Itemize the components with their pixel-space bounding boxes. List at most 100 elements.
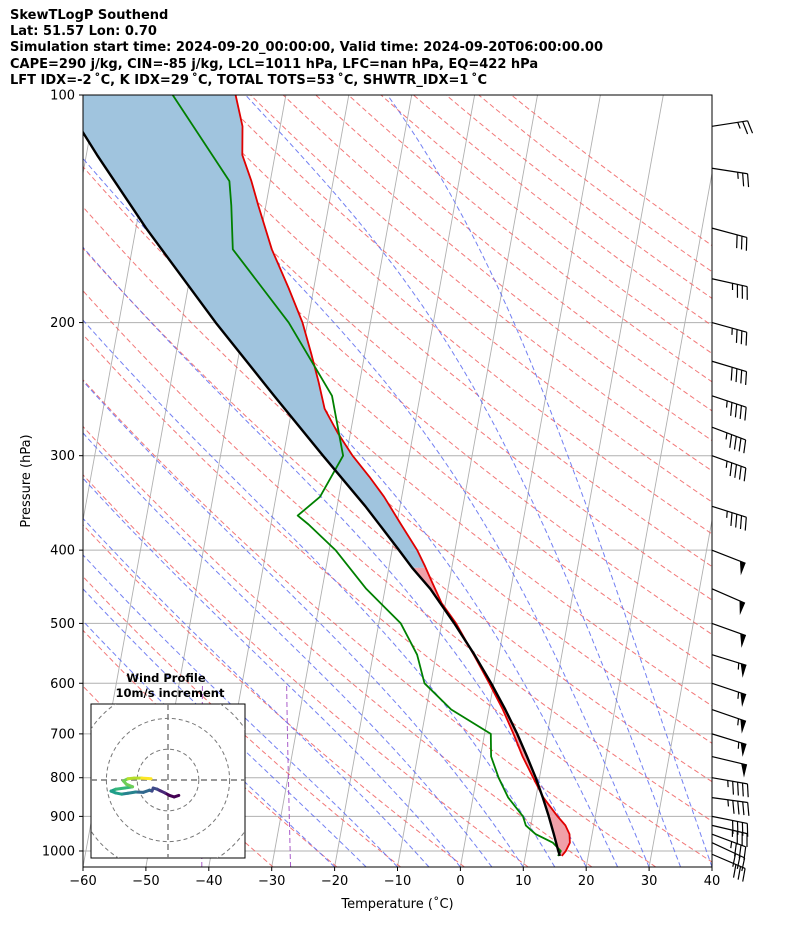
x-tick-label: 30 [641,874,658,889]
x-tick-label: −20 [321,874,348,889]
wind-barb [711,755,748,778]
temperature-line [234,95,571,857]
y-tick-label: 500 [50,617,75,632]
wind-barb [711,815,749,837]
moist-adiabat [83,477,461,867]
y-tick-label: 700 [50,727,75,742]
wind-barb [711,395,747,421]
y-tick-label: 800 [50,771,75,786]
moist-adiabat [83,319,556,867]
isotherm [397,95,538,867]
dry-adiabat [83,290,712,822]
dry-adiabat [348,95,712,383]
chart-header: SkewTLogP Southend Lat: 51.57 Lon: 0.70 … [10,8,603,89]
moist-adiabat [83,432,493,867]
hodograph-title: Wind Profile [126,671,206,685]
wind-barb [711,278,748,300]
dry-adiabat [217,95,712,503]
parcel-line [83,130,562,857]
dry-adiabat [83,247,712,783]
x-tick-label: 20 [578,874,595,889]
x-axis-label: Temperature (˚C) [340,896,453,912]
dry-adiabat [83,333,712,863]
x-tick-label: −60 [69,874,96,889]
y-tick-label: 200 [50,316,75,331]
hodograph-subtitle: 10m/s increment [116,686,225,700]
dry-adiabat [185,95,712,535]
x-tick-label: −40 [195,874,222,889]
isotherm [83,95,161,523]
isotherm [585,170,712,867]
y-tick-label: 900 [50,810,75,825]
wind-barb [711,505,747,531]
isotherm [271,95,413,867]
x-tick-label: −10 [384,874,411,889]
dry-adiabat [445,95,712,299]
dry-adiabat [478,95,712,273]
moist-adiabat [83,554,398,867]
dry-adiabat [83,524,465,867]
moist-adiabat [245,95,681,867]
dry-adiabat [510,95,712,247]
wind-barb [711,167,750,188]
chart-title: SkewTLogP Southend [10,8,169,23]
y-axis-label: Pressure (hPa) [19,434,34,527]
time-line: Simulation start time: 2024-09-20_00:00:… [10,40,603,56]
location-line: Lat: 51.57 Lon: 0.70 [10,24,157,40]
wind-barb [711,622,747,648]
wind-barb [711,853,746,882]
x-tick-label: 0 [456,874,464,889]
cin-area [412,567,570,856]
dry-adiabat [380,95,712,355]
hodograph-segment [114,786,127,791]
dry-adiabat [83,379,657,867]
wind-barb [711,682,747,707]
dry-adiabat [250,95,712,472]
wind-barb [711,797,750,816]
wind-barb [711,588,746,616]
isotherm [334,95,476,867]
dry-adiabat [315,95,712,412]
isotherm [459,95,601,867]
wind-barb [711,360,748,385]
wind-barb [711,708,747,734]
y-tick-label: 1000 [42,844,75,859]
dry-adiabat [413,95,712,327]
wind-barb [711,455,747,482]
isotherm [648,517,712,867]
wind-barb [711,227,748,251]
wind-barb [711,549,746,576]
x-tick-label: −50 [132,874,159,889]
dry-adiabat [83,474,529,867]
wind-barb [711,321,748,346]
y-tick-label: 600 [50,677,75,692]
dry-adiabat [282,95,712,442]
moist-adiabat [83,588,367,867]
moist-adiabat [83,380,524,867]
moist-adiabat [83,517,430,867]
wind-barb [711,654,747,678]
x-tick-label: 10 [515,874,532,889]
cape-line: CAPE=290 j/kg, CIN=-85 j/kg, LCL=1011 hP… [10,56,539,72]
dry-adiabat [83,206,712,744]
dry-adiabat [152,95,712,568]
wind-barb [711,777,749,798]
y-tick-label: 400 [50,544,75,559]
cape-area [83,95,426,568]
wind-barb [711,120,754,135]
y-tick-label: 100 [50,89,75,104]
hodograph-ring [136,748,200,812]
moist-adiabat [122,95,650,867]
wind-barb [711,733,747,757]
x-tick-label: −30 [258,874,285,889]
indices-line: LFT IDX=-2 ˚C, K IDX=29 ˚C, TOTAL TOTS=5… [10,72,488,88]
y-tick-label: 300 [50,449,75,464]
x-tick-label: 40 [704,874,721,889]
wind-barb [711,833,747,861]
isotherm [711,864,712,867]
mixing-ratio-line [286,683,292,867]
dewpoint-line [171,95,562,857]
wind-barb [711,426,747,454]
moist-adiabat [387,95,712,867]
